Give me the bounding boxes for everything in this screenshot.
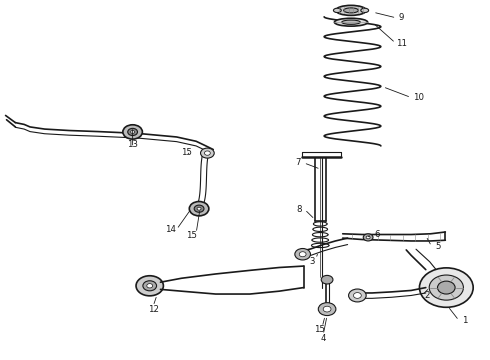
Circle shape: [197, 207, 201, 210]
Circle shape: [131, 131, 135, 134]
Circle shape: [419, 268, 473, 307]
Ellipse shape: [334, 18, 368, 26]
Text: 15: 15: [186, 231, 197, 240]
Circle shape: [200, 148, 214, 158]
Text: 10: 10: [413, 93, 424, 102]
Text: 4: 4: [320, 334, 326, 343]
Text: 15: 15: [181, 148, 192, 157]
Circle shape: [189, 202, 209, 216]
Circle shape: [295, 248, 311, 260]
Circle shape: [123, 125, 143, 139]
Circle shape: [366, 236, 370, 239]
Circle shape: [147, 284, 153, 288]
Circle shape: [323, 306, 331, 312]
Circle shape: [348, 289, 366, 302]
Text: 14: 14: [165, 225, 176, 234]
Text: 1: 1: [462, 316, 467, 325]
Text: 6: 6: [374, 230, 380, 239]
Text: 9: 9: [399, 13, 404, 22]
Ellipse shape: [342, 20, 360, 24]
Text: 8: 8: [296, 205, 301, 214]
Circle shape: [318, 303, 336, 316]
Text: 13: 13: [127, 140, 138, 149]
Ellipse shape: [333, 8, 341, 13]
Circle shape: [143, 281, 157, 291]
Circle shape: [136, 276, 163, 296]
Circle shape: [429, 275, 464, 300]
Ellipse shape: [343, 8, 358, 13]
Circle shape: [128, 129, 138, 135]
Text: 5: 5: [435, 242, 441, 251]
Text: 15: 15: [314, 325, 325, 334]
Circle shape: [204, 151, 210, 155]
Text: 12: 12: [147, 305, 159, 314]
Circle shape: [353, 293, 361, 298]
Text: 3: 3: [310, 257, 315, 266]
Circle shape: [438, 281, 455, 294]
Circle shape: [321, 275, 333, 284]
Ellipse shape: [361, 8, 368, 13]
Text: 2: 2: [424, 291, 430, 300]
Circle shape: [299, 252, 306, 257]
Text: 7: 7: [295, 158, 300, 167]
Circle shape: [363, 234, 373, 241]
Circle shape: [194, 205, 204, 212]
Text: 11: 11: [396, 39, 407, 48]
Ellipse shape: [336, 5, 366, 15]
